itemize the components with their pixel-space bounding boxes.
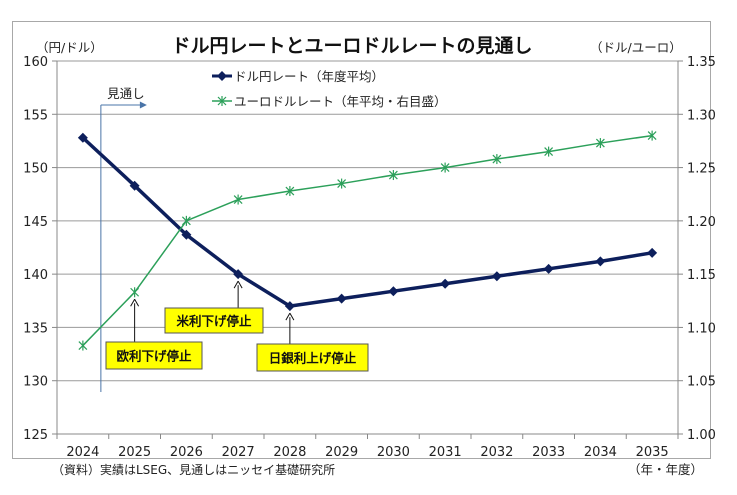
data-point-diamond	[336, 293, 347, 304]
data-point-asterisk	[544, 146, 554, 157]
chart-frame	[12, 21, 711, 459]
right-tick-label: 1.15	[687, 268, 716, 283]
source-note: （資料）実績はLSEG、見通しはニッセイ基礎研究所	[52, 462, 335, 477]
data-point-diamond	[129, 180, 140, 191]
arrow-right-icon	[139, 101, 147, 109]
x-tick-label: 2035	[636, 445, 669, 460]
right-axis-unit: （ドル/ユーロ）	[590, 40, 682, 55]
left-tick-label: 135	[23, 321, 48, 336]
right-tick-label: 1.10	[687, 321, 716, 336]
data-point-asterisk	[181, 215, 191, 226]
arrow-up-icon	[285, 312, 295, 321]
data-point-asterisk	[388, 170, 398, 181]
axes: 125 130 135 140 145 150 155 160 1.00 1.05 1.10 1.15…	[23, 55, 716, 460]
x-tick-label: 2030	[377, 445, 410, 460]
x-tick-label: 2026	[170, 445, 203, 460]
data-point-diamond	[388, 286, 399, 297]
x-tick-label: 2025	[118, 445, 151, 460]
x-tick-label: 2028	[273, 445, 306, 460]
legend: ドル円レート（年度平均） ユーロドルレート（年平均・右目盛）	[212, 69, 447, 109]
right-tick-label: 1.35	[687, 55, 716, 70]
left-axis-unit: （円/ドル）	[36, 40, 103, 55]
annotation-label: 欧利下げ停止	[116, 349, 192, 364]
data-point-asterisk	[440, 162, 450, 173]
data-point-asterisk	[647, 130, 657, 141]
x-tick-label: 2024	[66, 445, 99, 460]
asterisk-marker-icon	[217, 96, 227, 106]
series-line-0	[81, 136, 653, 308]
forecast-label: 見通し	[107, 86, 145, 101]
data-point-asterisk	[595, 138, 605, 149]
legend-item-eurusd: ユーロドルレート（年平均・右目盛）	[212, 94, 447, 109]
annotation-box	[164, 307, 264, 334]
x-axis-unit: （年・年度）	[628, 462, 703, 477]
forecast-marker: 見通し	[100, 86, 147, 392]
data-point-asterisk	[337, 178, 347, 189]
right-tick-label: 1.20	[687, 215, 716, 230]
data-point-asterisk	[285, 186, 295, 197]
legend-label-usdjpy: ドル円レート（年度平均）	[234, 69, 384, 84]
data-point-asterisk	[492, 154, 502, 165]
data-point-diamond	[284, 301, 295, 312]
data-point-diamond	[647, 247, 658, 258]
x-tick-label: 2034	[584, 445, 617, 460]
x-tick-label: 2033	[532, 445, 565, 460]
diamond-marker-icon	[217, 71, 227, 81]
series-line-1	[82, 134, 653, 347]
annotation-box	[105, 341, 203, 370]
chart-title: ドル円レートとユーロドルレートの見通し	[171, 35, 532, 57]
left-tick-label: 130	[23, 375, 48, 390]
right-tick-label: 1.30	[687, 108, 716, 123]
data-point-diamond	[77, 132, 88, 143]
left-tick-label: 125	[23, 428, 48, 443]
x-tick-label: 2031	[429, 445, 462, 460]
data-point-diamond	[491, 271, 502, 282]
data-point-asterisk	[78, 340, 88, 351]
data-point-asterisk	[233, 194, 243, 205]
arrow-up-icon	[130, 299, 140, 307]
left-tick-label: 145	[23, 215, 48, 230]
annotation-box	[256, 343, 369, 372]
legend-label-eurusd: ユーロドルレート（年平均・右目盛）	[234, 94, 447, 109]
right-tick-label: 1.25	[687, 162, 716, 177]
arrow-up-icon	[233, 280, 243, 289]
series-lines	[77, 130, 658, 351]
annotation-label: 日銀利上げ停止	[269, 351, 357, 366]
right-tick-label: 1.00	[687, 428, 716, 443]
left-tick-label: 160	[23, 55, 48, 70]
data-point-diamond	[543, 263, 554, 274]
data-point-diamond	[233, 269, 244, 280]
x-tick-label: 2032	[480, 445, 513, 460]
annotation-label: 米利下げ停止	[175, 314, 252, 329]
data-point-asterisk	[130, 287, 140, 298]
x-tick-label: 2029	[325, 445, 358, 460]
gridlines	[57, 60, 678, 382]
left-tick-label: 140	[23, 268, 48, 283]
data-point-diamond	[440, 278, 451, 289]
legend-item-usdjpy: ドル円レート（年度平均）	[212, 69, 384, 84]
data-point-diamond	[595, 256, 606, 267]
x-tick-label: 2027	[222, 445, 255, 460]
left-tick-label: 155	[23, 108, 48, 123]
left-tick-label: 150	[23, 162, 48, 177]
data-point-diamond	[181, 229, 192, 240]
right-tick-label: 1.05	[687, 375, 716, 390]
